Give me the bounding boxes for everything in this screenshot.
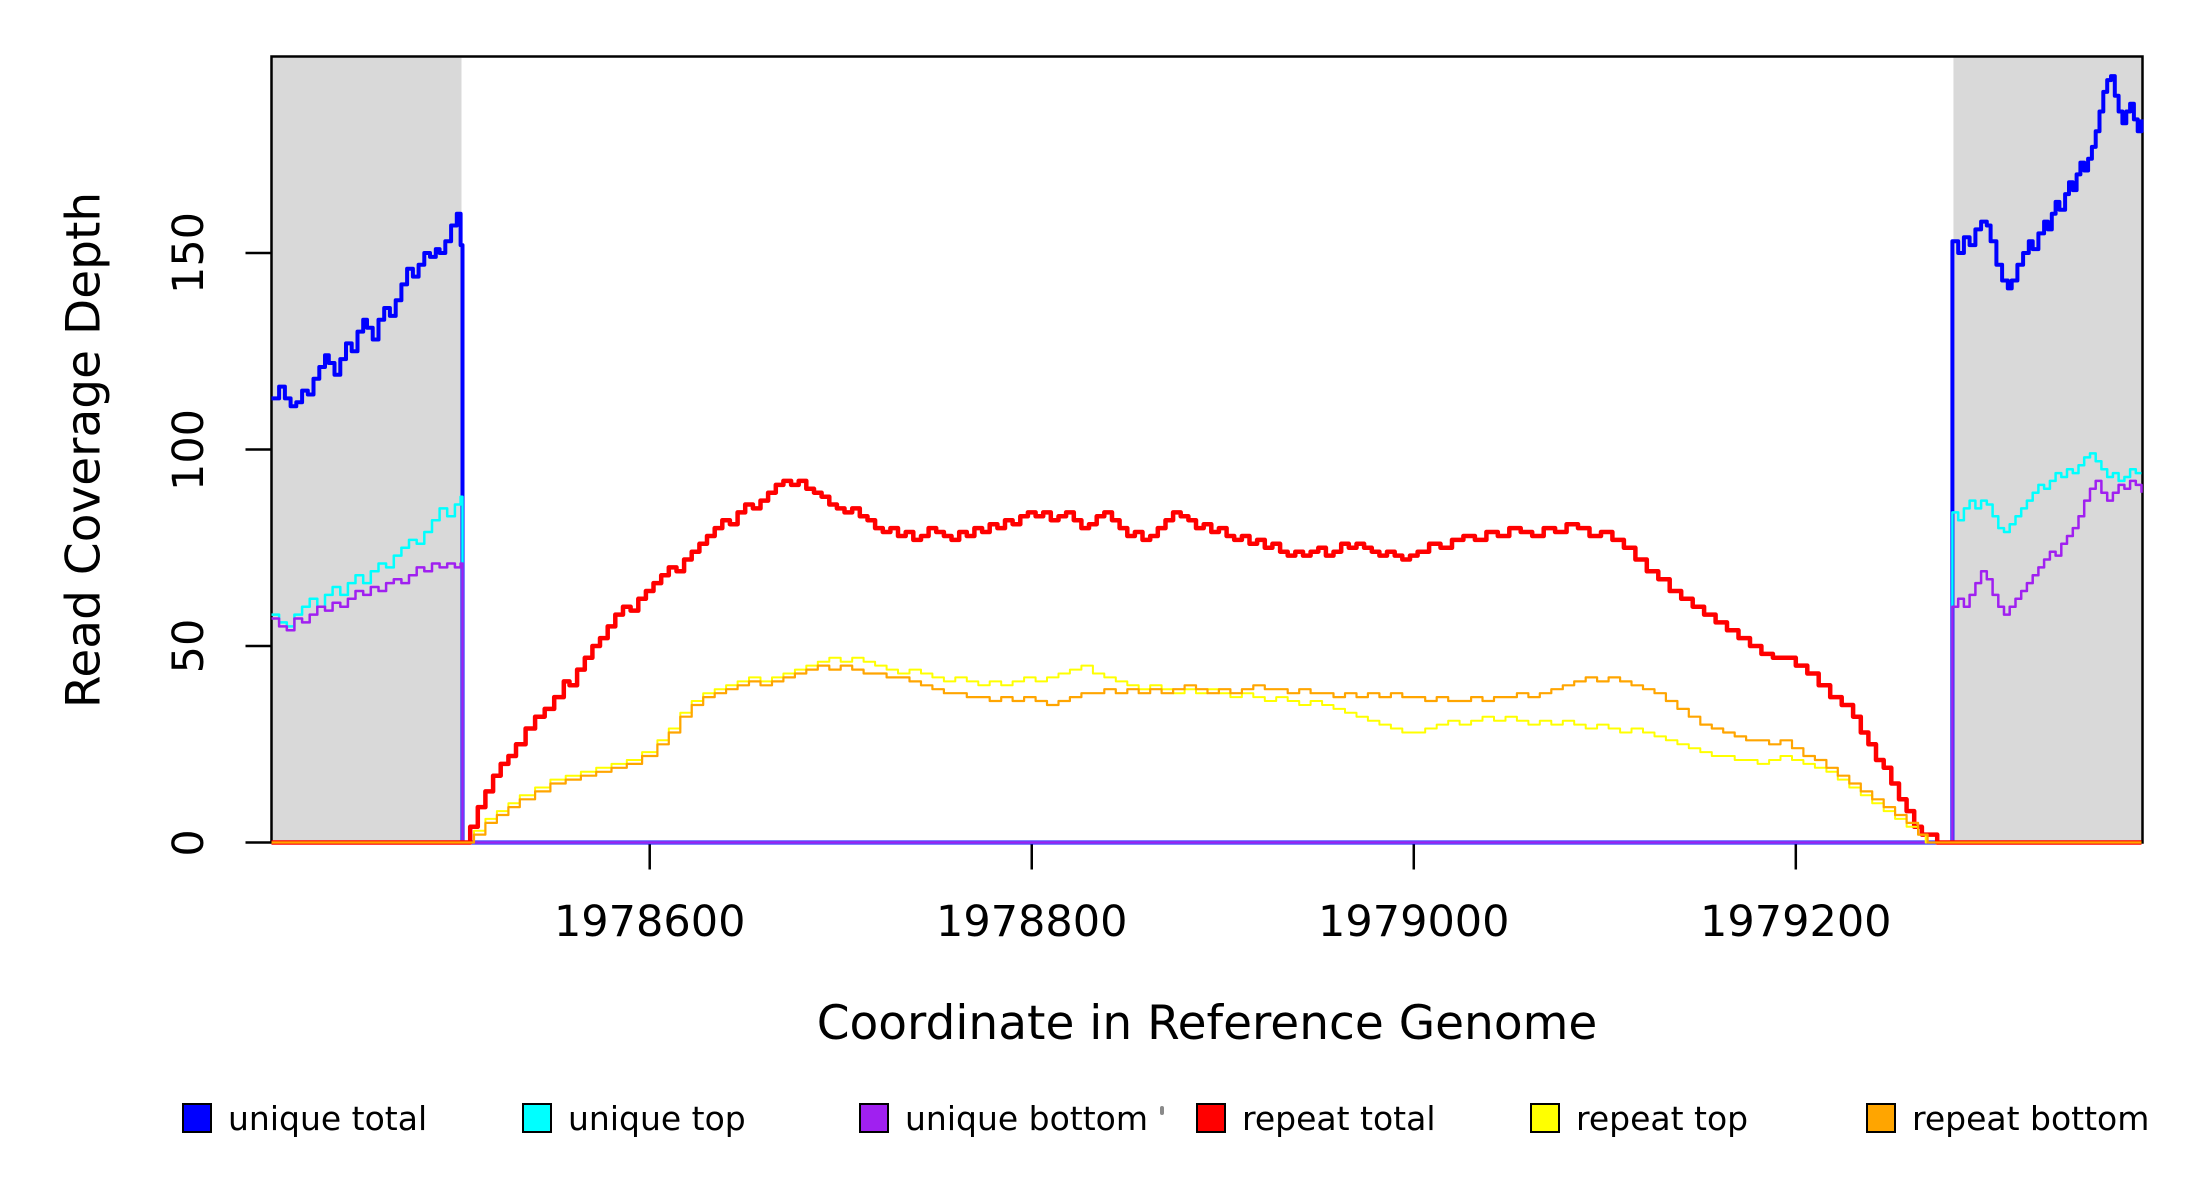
series-line-repeat-top xyxy=(271,656,2142,844)
legend-label: unique top xyxy=(568,1098,746,1138)
shaded-region-right xyxy=(1953,57,2142,843)
x-tick-label: 1978800 xyxy=(935,897,1128,947)
x-axis-title: Coordinate in Reference Genome xyxy=(816,996,1598,1051)
series-line-unique-total xyxy=(271,74,2144,845)
y-tick-label: 50 xyxy=(164,618,214,674)
x-tick-label: 1978600 xyxy=(553,897,746,947)
stray-mark xyxy=(1160,1106,1164,1115)
series-line-unique-bottom xyxy=(271,479,2143,844)
legend-item-repeat-bottom: repeat bottom xyxy=(1866,1098,2149,1138)
legend-item-repeat-total: repeat total xyxy=(1196,1098,1436,1138)
legend-swatch-icon xyxy=(1530,1103,1560,1133)
legend-swatch-icon xyxy=(1866,1103,1896,1133)
legend-label: unique total xyxy=(228,1098,428,1138)
x-tick-label: 1979200 xyxy=(1700,897,1892,947)
x-tick-label: 1979000 xyxy=(1318,897,1510,947)
legend-swatch-icon xyxy=(182,1103,212,1133)
legend-item-unique-bottom: unique bottom xyxy=(859,1098,1148,1138)
shaded-region-left xyxy=(272,57,462,843)
series-line-repeat-bottom xyxy=(271,664,2142,844)
legend-label: repeat top xyxy=(1576,1098,1749,1138)
legend-swatch-icon xyxy=(859,1103,889,1133)
series-line-unique-top xyxy=(271,452,2142,844)
y-tick-label: 100 xyxy=(164,408,214,491)
legend-swatch-icon xyxy=(1196,1103,1226,1133)
legend-swatch-icon xyxy=(522,1103,552,1133)
legend-label: unique bottom xyxy=(905,1098,1149,1138)
legend-item-repeat-top: repeat top xyxy=(1530,1098,1748,1138)
legend-label: repeat bottom xyxy=(1912,1098,2150,1138)
legend-item-unique-top: unique top xyxy=(522,1098,746,1138)
y-tick-label: 150 xyxy=(164,211,214,295)
series-line-repeat-total xyxy=(271,478,2142,845)
legend-label: repeat total xyxy=(1242,1098,1436,1138)
y-axis-title: Read Coverage Depth xyxy=(56,191,112,709)
legend-item-unique-total: unique total xyxy=(182,1098,427,1138)
y-tick-label: 0 xyxy=(164,828,214,857)
